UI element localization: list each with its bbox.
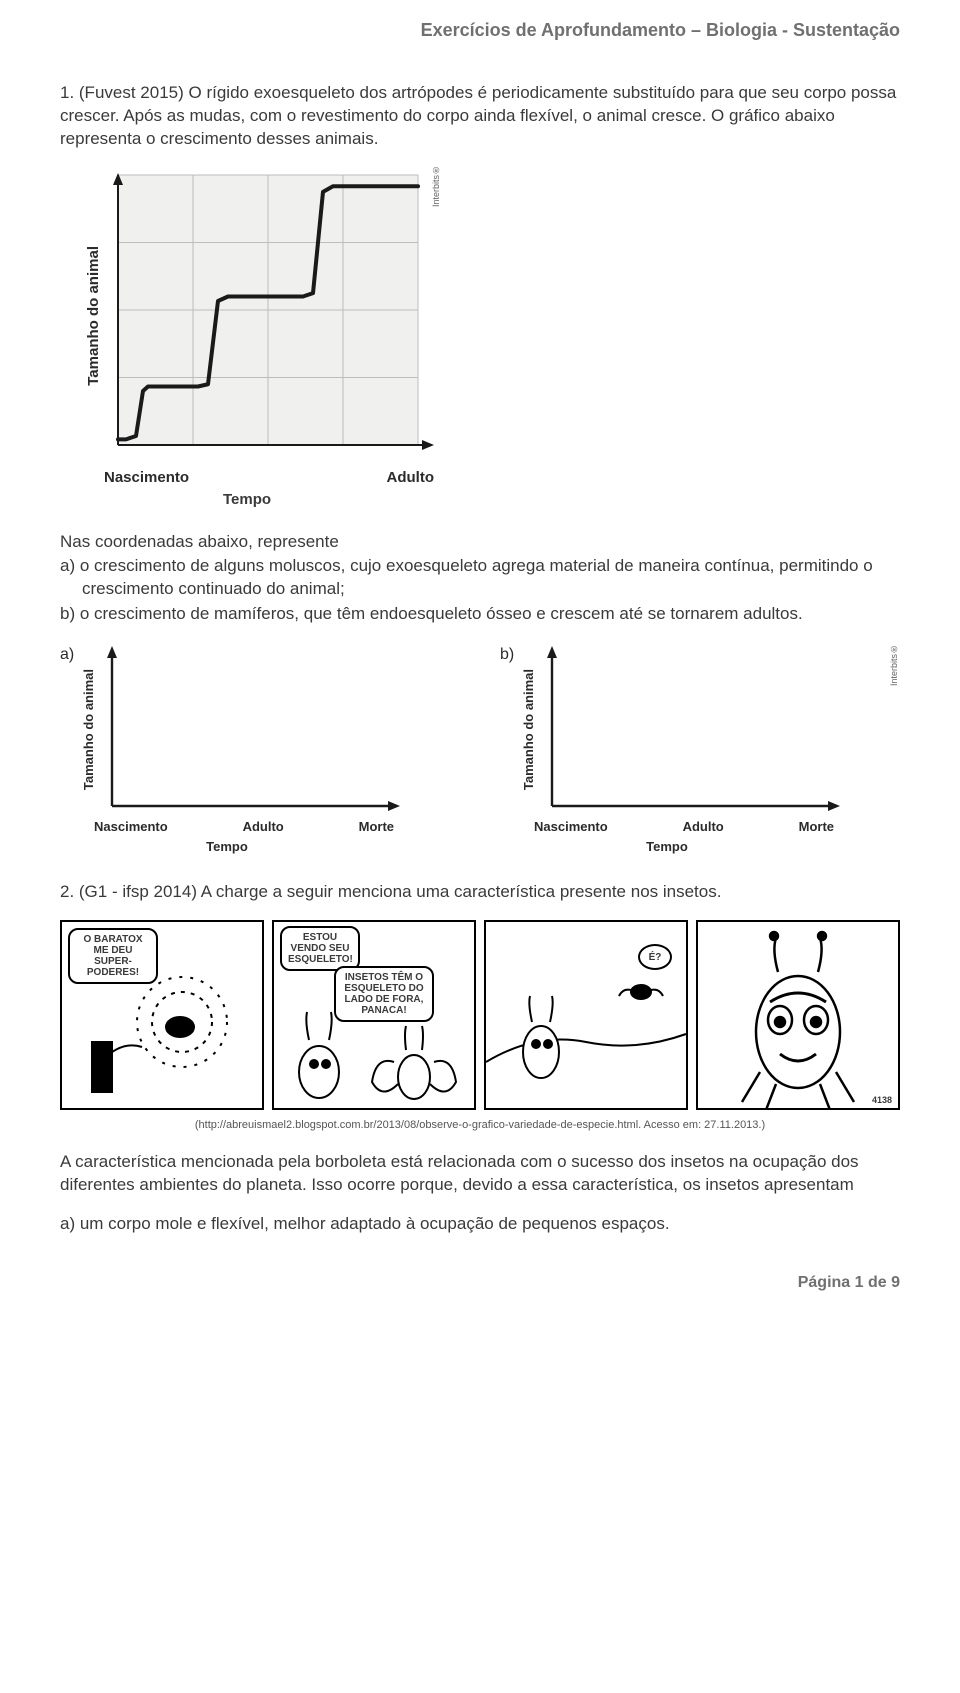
panel4-number: 4138 xyxy=(872,1094,892,1106)
coord-intro: Nas coordenadas abaixo, represente xyxy=(60,531,900,554)
q1-chart: Tamanho do animal Interbits® Nascimento … xyxy=(60,167,900,510)
chart-x-center: Tempo xyxy=(60,490,434,510)
mini-a-x1: Nascimento xyxy=(94,818,168,836)
mini-b-watermark: Interbits® xyxy=(888,644,900,686)
mini-b-ylabel: Tamanho do animal xyxy=(520,669,538,790)
comic-panel-3: É? xyxy=(484,920,688,1110)
comic-panel-1: O BARATOX ME DEU SUPER-PODERES! xyxy=(60,920,264,1110)
page-footer: Página 1 de 9 xyxy=(60,1272,900,1294)
comic-doodle-1 xyxy=(62,922,262,1110)
growth-chart-svg xyxy=(110,167,440,457)
mini-chart-b: b) Tamanho do animal Interbits® Nascimen… xyxy=(500,644,900,855)
coord-a: a) o crescimento de alguns moluscos, cuj… xyxy=(60,555,900,601)
coord-b: b) o crescimento de mamíferos, que têm e… xyxy=(60,603,900,626)
mini-b-x2: Adulto xyxy=(683,818,724,836)
mini-b-x3: Morte xyxy=(799,818,834,836)
mini-a-xcenter: Tempo xyxy=(60,838,394,856)
comic-doodle-4 xyxy=(698,922,898,1110)
comic-panel-2: ESTOU VENDO SEU ESQUELETO! INSETOS TÊM O… xyxy=(272,920,476,1110)
mini-b-xcenter: Tempo xyxy=(500,838,834,856)
comic-citation: (http://abreuismael2.blogspot.com.br/201… xyxy=(60,1118,900,1133)
mini-b-x1: Nascimento xyxy=(534,818,608,836)
q1-text: 1. (Fuvest 2015) O rígido exoesqueleto d… xyxy=(60,82,900,151)
mini-a-x2: Adulto xyxy=(243,818,284,836)
q1-coord-block: Nas coordenadas abaixo, represente a) o … xyxy=(60,531,900,627)
comic-doodle-3 xyxy=(486,922,686,1110)
q2-text: 2. (G1 - ifsp 2014) A charge a seguir me… xyxy=(60,881,900,904)
page-header: Exercícios de Aprofundamento – Biologia … xyxy=(60,18,900,42)
q2-opt-a: a) um corpo mole e flexível, melhor adap… xyxy=(60,1213,900,1236)
comic-doodle-2 xyxy=(274,922,474,1110)
mini-chart-a: a) Tamanho do animal Nascimento Adulto M… xyxy=(60,644,460,855)
q1-mini-charts: a) Tamanho do animal Nascimento Adulto M… xyxy=(60,644,900,855)
comic-strip: O BARATOX ME DEU SUPER-PODERES! ESTOU VE… xyxy=(60,920,900,1110)
chart-watermark: Interbits® xyxy=(430,165,442,207)
comic-panel-4: 4138 xyxy=(696,920,900,1110)
q2-para: A característica mencionada pela borbole… xyxy=(60,1151,900,1197)
mini-b-letter: b) xyxy=(500,644,514,666)
mini-a-x3: Morte xyxy=(359,818,394,836)
mini-b-svg xyxy=(542,644,842,814)
mini-a-svg xyxy=(102,644,402,814)
chart-x-start: Nascimento xyxy=(104,468,189,488)
mini-a-letter: a) xyxy=(60,644,74,666)
mini-a-ylabel: Tamanho do animal xyxy=(80,669,98,790)
chart-ylabel: Tamanho do animal xyxy=(80,246,104,386)
chart-x-end: Adulto xyxy=(387,468,434,488)
